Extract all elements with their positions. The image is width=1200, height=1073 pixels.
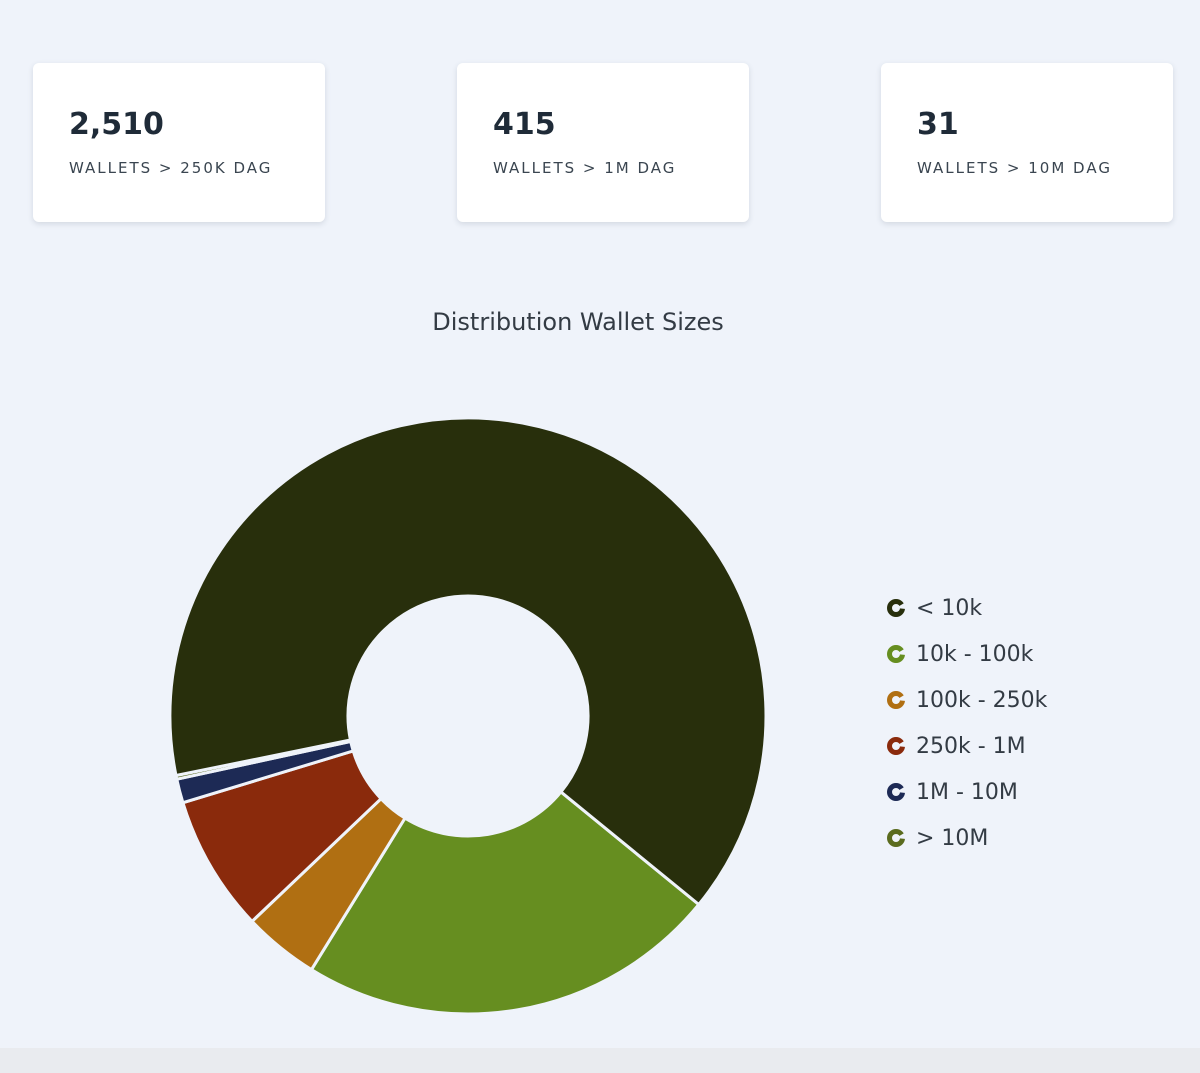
legend-label: 1M - 10M bbox=[916, 779, 1018, 805]
legend-label: > 10M bbox=[916, 825, 989, 851]
stat-card-10m: 31 WALLETS > 10M DAG bbox=[881, 63, 1173, 222]
legend-donut-icon bbox=[887, 737, 906, 755]
legend-label: 10k - 100k bbox=[916, 641, 1034, 667]
stat-card-1m: 415 WALLETS > 1M DAG bbox=[457, 63, 749, 222]
legend-item-gt-10m[interactable]: > 10M bbox=[886, 815, 1047, 861]
stat-value: 31 bbox=[917, 107, 959, 142]
legend-item-100k-250k[interactable]: 100k - 250k bbox=[886, 677, 1047, 723]
legend-donut-icon bbox=[887, 783, 906, 801]
stat-value: 415 bbox=[493, 107, 556, 142]
chart-title: Distribution Wallet Sizes bbox=[432, 308, 724, 336]
stat-label: WALLETS > 250K DAG bbox=[69, 159, 273, 177]
slice-10k-100k[interactable] bbox=[309, 789, 701, 1016]
legend-donut-icon bbox=[887, 691, 906, 709]
footer-strip bbox=[0, 1048, 1200, 1073]
legend-label: < 10k bbox=[916, 595, 983, 621]
legend-label: 250k - 1M bbox=[916, 733, 1026, 759]
legend-label: 100k - 250k bbox=[916, 687, 1048, 713]
legend-item-lt-10k[interactable]: < 10k bbox=[886, 585, 1047, 631]
legend-donut-icon bbox=[887, 829, 906, 847]
stat-label: WALLETS > 1M DAG bbox=[493, 159, 677, 177]
legend-item-10k-100k[interactable]: 10k - 100k bbox=[886, 631, 1047, 677]
stat-label: WALLETS > 10M DAG bbox=[917, 159, 1112, 177]
chart-legend: < 10k 10k - 100k 100k - 250k 250k - 1M 1… bbox=[886, 585, 1047, 861]
stat-card-250k: 2,510 WALLETS > 250K DAG bbox=[33, 63, 325, 222]
stat-value: 2,510 bbox=[69, 107, 164, 142]
legend-item-250k-1m[interactable]: 250k - 1M bbox=[886, 723, 1047, 769]
slice-lt-10k[interactable] bbox=[168, 416, 768, 907]
legend-donut-icon bbox=[887, 599, 906, 617]
legend-donut-icon bbox=[887, 645, 906, 663]
legend-item-1m-10m[interactable]: 1M - 10M bbox=[886, 769, 1047, 815]
